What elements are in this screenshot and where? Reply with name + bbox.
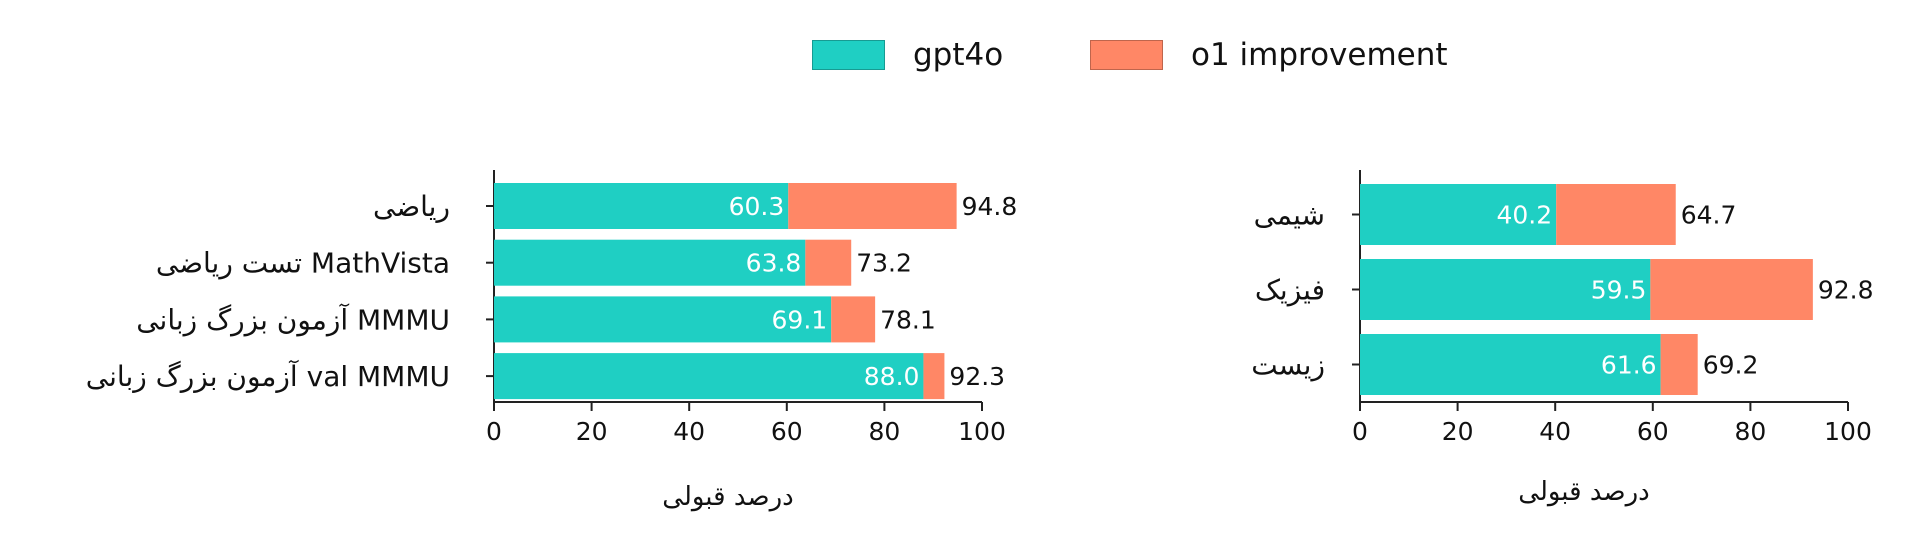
x-tick-label: 0 bbox=[1352, 417, 1368, 446]
bar-o1-improvement bbox=[1650, 259, 1813, 320]
data-label-gpt4o: 40.2 bbox=[1497, 201, 1553, 230]
y-category-label: ریاضی bbox=[373, 190, 450, 223]
x-tick-label: 20 bbox=[576, 417, 608, 446]
bar-o1-improvement bbox=[831, 296, 876, 343]
x-tick-label: 0 bbox=[486, 417, 502, 446]
data-label-total: 69.2 bbox=[1703, 351, 1759, 380]
bar-gpt4o bbox=[494, 296, 832, 343]
x-tick-label: 100 bbox=[958, 417, 1006, 446]
y-category-label: فیزیک bbox=[1255, 274, 1325, 307]
bar-gpt4o bbox=[494, 353, 924, 400]
x-tick-label: 100 bbox=[1824, 417, 1872, 446]
bar-o1-improvement bbox=[788, 183, 957, 229]
y-category-label: تست ریاضی MathVista bbox=[156, 247, 450, 280]
x-tick-label: 60 bbox=[1637, 417, 1669, 446]
x-tick-label: 80 bbox=[868, 417, 900, 446]
x-tick-label: 80 bbox=[1734, 417, 1766, 446]
y-category-label: آزمون بزرگ زبانی val MMMU bbox=[86, 360, 450, 393]
data-label-total: 92.8 bbox=[1818, 276, 1874, 305]
x-tick-label: 40 bbox=[673, 417, 705, 446]
data-label-gpt4o: 69.1 bbox=[772, 305, 828, 334]
data-label-total: 73.2 bbox=[856, 249, 912, 278]
bar-o1-improvement bbox=[805, 239, 852, 286]
y-category-label: شیمی bbox=[1254, 199, 1325, 232]
data-label-gpt4o: 88.0 bbox=[864, 362, 920, 391]
data-label-gpt4o: 63.8 bbox=[746, 249, 802, 278]
x-tick-label: 60 bbox=[771, 417, 803, 446]
chart-legend: gpt4o o1 improvement bbox=[0, 0, 1920, 110]
bar-o1-improvement bbox=[1660, 334, 1698, 395]
legend-item-o1-improvement: o1 improvement bbox=[1090, 37, 1448, 73]
legend-swatch-gpt4o bbox=[812, 40, 885, 70]
data-label-total: 94.8 bbox=[962, 192, 1018, 221]
bar-gpt4o bbox=[1360, 334, 1661, 395]
bar-o1-improvement bbox=[1556, 184, 1676, 245]
x-tick-label: 20 bbox=[1442, 417, 1474, 446]
data-label-total: 92.3 bbox=[949, 362, 1005, 391]
x-tick-label: 40 bbox=[1539, 417, 1571, 446]
legend-label-o1-improvement: o1 improvement bbox=[1191, 37, 1448, 73]
bar-gpt4o bbox=[1360, 184, 1557, 245]
bar-o1-improvement bbox=[923, 353, 945, 400]
bar-gpt4o bbox=[1360, 259, 1651, 320]
y-category-label: آزمون بزرگ زبانی MMMU bbox=[136, 303, 450, 336]
data-label-gpt4o: 59.5 bbox=[1591, 276, 1647, 305]
x-axis-title: درصد قبولی bbox=[1518, 477, 1649, 507]
data-label-total: 78.1 bbox=[880, 305, 936, 334]
bar-gpt4o bbox=[494, 239, 806, 286]
data-label-gpt4o: 61.6 bbox=[1601, 351, 1657, 380]
data-label-gpt4o: 60.3 bbox=[729, 192, 785, 221]
legend-swatch-o1-improvement bbox=[1090, 40, 1163, 70]
x-axis-title: درصد قبولی bbox=[662, 482, 793, 512]
data-label-total: 64.7 bbox=[1681, 201, 1737, 230]
legend-label-gpt4o: gpt4o bbox=[913, 37, 1004, 73]
y-category-label: زیست bbox=[1251, 349, 1325, 382]
bar-gpt4o bbox=[494, 183, 789, 229]
legend-item-gpt4o: gpt4o bbox=[812, 37, 1004, 73]
